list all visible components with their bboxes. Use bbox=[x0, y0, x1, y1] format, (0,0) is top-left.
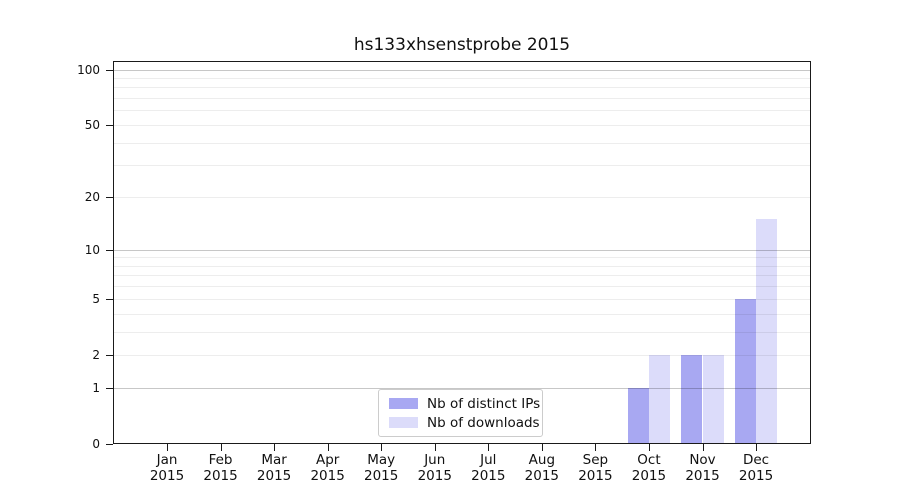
gridline-minor-2 bbox=[114, 355, 810, 357]
y-tick-label-5: 5 bbox=[92, 291, 100, 306]
x-tick-mark-apr bbox=[327, 444, 329, 452]
x-tick-mark-oct bbox=[648, 444, 650, 452]
bar-oct-downloads bbox=[648, 355, 671, 443]
x-tick-label-nov: Nov 2015 bbox=[685, 452, 720, 484]
legend-label-distinct-ips: Nb of distinct IPs bbox=[427, 395, 541, 412]
x-tick-label-may: May 2015 bbox=[364, 452, 399, 484]
y-tick-mark-5 bbox=[106, 298, 113, 300]
gridline-minor-50 bbox=[114, 125, 810, 127]
x-tick-mark-jun bbox=[434, 444, 436, 452]
gridline-minor-80 bbox=[114, 87, 810, 89]
x-tick-label-jul: Jul 2015 bbox=[471, 452, 506, 484]
x-tick-label-jun: Jun 2015 bbox=[417, 452, 452, 484]
y-tick-label-1: 1 bbox=[92, 381, 100, 396]
y-tick-label-10: 10 bbox=[84, 242, 100, 257]
x-tick-mark-jul bbox=[488, 444, 490, 452]
x-tick-label-sep: Sep 2015 bbox=[578, 452, 613, 484]
y-tick-mark-50 bbox=[106, 125, 113, 127]
x-tick-label-feb: Feb 2015 bbox=[203, 452, 238, 484]
x-tick-mark-dec bbox=[756, 444, 758, 452]
y-tick-label-20: 20 bbox=[84, 190, 100, 205]
gridline-minor-20 bbox=[114, 197, 810, 199]
y-tick-mark-1 bbox=[106, 388, 113, 390]
x-tick-label-aug: Aug 2015 bbox=[524, 452, 560, 484]
legend: Nb of distinct IPs Nb of downloads bbox=[378, 389, 543, 437]
bar-dec-distinct-ips bbox=[734, 298, 757, 443]
bar-oct-distinct-ips bbox=[627, 388, 649, 443]
gridline-major-10 bbox=[114, 249, 810, 251]
legend-swatch-distinct-ips bbox=[389, 398, 418, 409]
y-tick-label-50: 50 bbox=[84, 118, 100, 133]
plot-area bbox=[113, 61, 811, 444]
x-tick-mark-sep bbox=[595, 444, 597, 452]
bar-dec-downloads bbox=[756, 219, 778, 443]
x-tick-label-dec: Dec 2015 bbox=[738, 452, 774, 484]
legend-swatch-downloads bbox=[389, 417, 418, 428]
bar-nov-downloads bbox=[702, 355, 724, 443]
x-tick-mark-aug bbox=[541, 444, 543, 452]
y-tick-label-100: 100 bbox=[77, 62, 100, 77]
x-tick-mark-mar bbox=[274, 444, 276, 452]
y-tick-mark-20 bbox=[106, 197, 113, 199]
gridline-minor-40 bbox=[114, 142, 810, 144]
gridline-minor-3 bbox=[114, 331, 810, 333]
y-tick-mark-10 bbox=[106, 249, 113, 251]
gridline-minor-30 bbox=[114, 165, 810, 167]
gridline-minor-6 bbox=[114, 286, 810, 288]
gridline-minor-7 bbox=[114, 275, 810, 277]
bar-nov-distinct-ips bbox=[681, 355, 703, 443]
x-tick-label-oct: Oct 2015 bbox=[631, 452, 667, 484]
y-tick-mark-100 bbox=[106, 69, 113, 71]
y-tick-mark-2 bbox=[106, 355, 113, 357]
x-tick-mark-may bbox=[381, 444, 383, 452]
x-tick-mark-feb bbox=[220, 444, 222, 452]
gridline-minor-8 bbox=[114, 265, 810, 267]
gridline-minor-5 bbox=[114, 298, 810, 300]
gridline-major-1 bbox=[114, 388, 810, 390]
gridline-major-100 bbox=[114, 69, 810, 71]
y-tick-mark-0 bbox=[106, 444, 113, 446]
legend-label-downloads: Nb of downloads bbox=[427, 414, 540, 431]
x-tick-mark-nov bbox=[702, 444, 704, 452]
y-tick-label-2: 2 bbox=[92, 348, 100, 363]
chart-title: hs133xhsenstprobe 2015 bbox=[353, 35, 571, 55]
x-tick-label-mar: Mar 2015 bbox=[256, 452, 292, 484]
legend-row-downloads: Nb of downloads bbox=[389, 415, 542, 431]
gridline-minor-60 bbox=[114, 110, 810, 112]
gridline-minor-9 bbox=[114, 257, 810, 259]
x-tick-label-apr: Apr 2015 bbox=[310, 452, 345, 484]
gridline-minor-4 bbox=[114, 313, 810, 315]
legend-row-distinct-ips: Nb of distinct IPs bbox=[389, 396, 542, 412]
gridline-minor-90 bbox=[114, 78, 810, 80]
y-tick-label-0: 0 bbox=[92, 437, 100, 452]
gridline-minor-70 bbox=[114, 98, 810, 100]
x-tick-label-jan: Jan 2015 bbox=[149, 452, 185, 484]
x-tick-mark-jan bbox=[167, 444, 168, 452]
